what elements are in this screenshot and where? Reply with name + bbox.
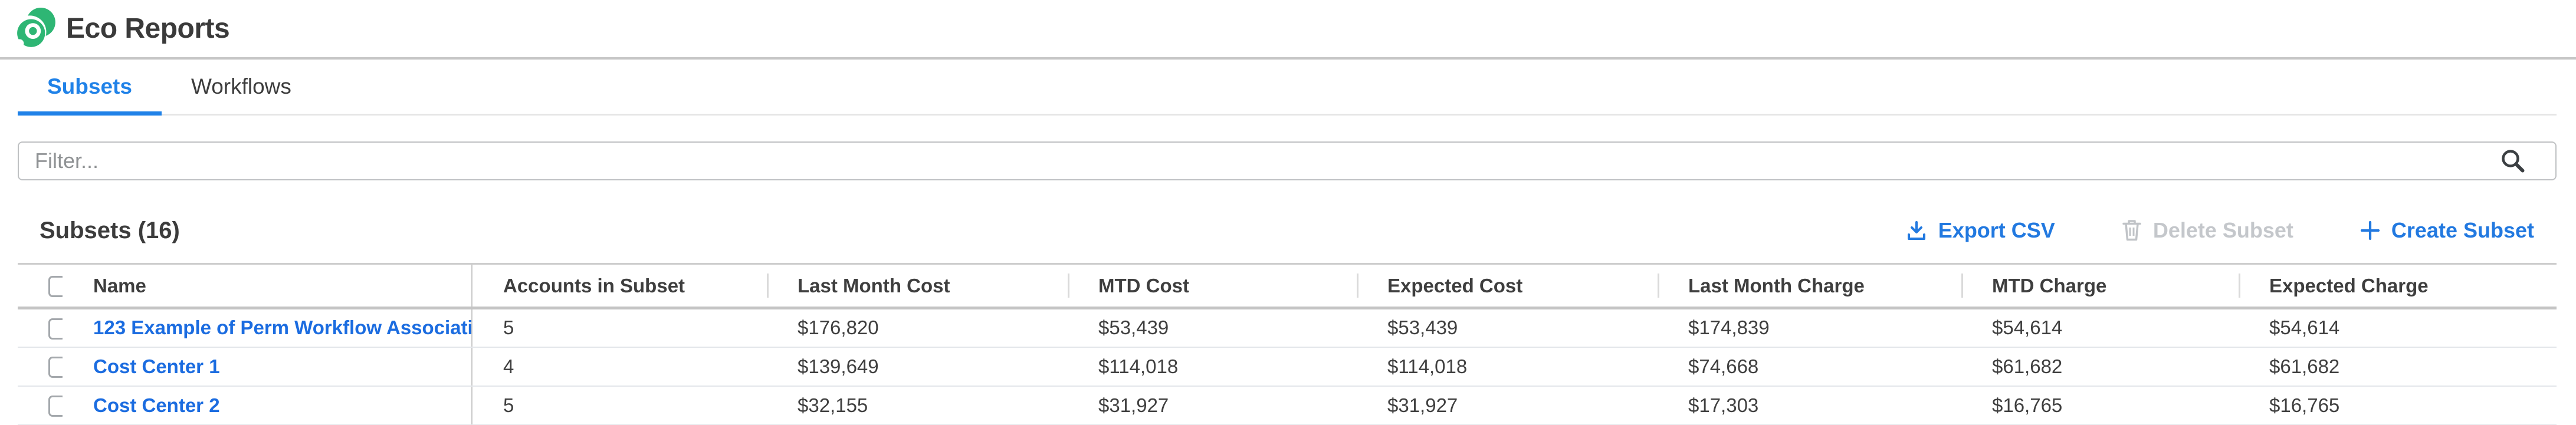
cell-accounts: 4 [472, 347, 767, 387]
export-csv-button[interactable]: Export CSV [1905, 218, 2055, 243]
cell-exp_cost: $53,439 [1357, 308, 1658, 348]
table-row: Cost Center 2 5 $32,155 $31,927 $31,927 $17,3… [18, 386, 2557, 425]
download-icon [1907, 221, 1925, 240]
column-header-lm_charge[interactable]: Last Month Charge [1658, 263, 1961, 309]
cell-lm_cost: $139,649 [767, 347, 1068, 387]
subsets-table: Name Accounts in Subset Last Month Cost MTD… [18, 263, 2557, 425]
row-checkbox-cell [18, 347, 63, 387]
page-title: Eco Reports [66, 13, 230, 44]
cell-exp_charge: $61,682 [2239, 347, 2557, 387]
cell-accounts: 5 [472, 308, 767, 348]
cell-name: Cost Center 1 [63, 347, 472, 387]
column-header-lm_cost[interactable]: Last Month Cost [767, 263, 1068, 309]
cell-exp_cost: $114,018 [1357, 347, 1658, 387]
cell-name: Cost Center 2 [63, 386, 472, 425]
section-header: Subsets (16) Export CSV Delete Subset [18, 216, 2557, 245]
delete-subset-label: Delete Subset [2152, 218, 2293, 242]
plus-icon [2360, 220, 2380, 240]
cell-accounts: 5 [472, 386, 767, 425]
subset-link[interactable]: Cost Center 1 [93, 355, 220, 377]
cell-name: 123 Example of Perm Workflow Association [63, 308, 472, 348]
cell-lm_charge: $74,668 [1658, 347, 1961, 387]
row-checkbox[interactable] [48, 396, 63, 417]
app-header: Eco Reports [0, 0, 2576, 60]
column-header-mtd_charge[interactable]: MTD Charge [1961, 263, 2239, 309]
cell-mtd_cost: $31,927 [1068, 386, 1357, 425]
column-header-exp_cost[interactable]: Expected Cost [1357, 263, 1658, 309]
tab-workflows[interactable]: Workflows [162, 60, 321, 114]
column-header-exp_charge[interactable]: Expected Charge [2239, 263, 2557, 309]
filter-bar [18, 141, 2557, 180]
cell-lm_charge: $17,303 [1658, 386, 1961, 425]
subset-link[interactable]: 123 Example of Perm Workflow Association [93, 317, 472, 339]
cell-mtd_charge: $61,682 [1961, 347, 2239, 387]
delete-subset-button[interactable]: Delete Subset [2121, 218, 2293, 243]
cell-lm_cost: $32,155 [767, 386, 1068, 425]
tab-workflows-label: Workflows [191, 74, 291, 98]
cell-mtd_cost: $53,439 [1068, 308, 1357, 348]
filter-input[interactable] [18, 141, 2557, 180]
trash-icon [2122, 220, 2141, 241]
tab-subsets[interactable]: Subsets [18, 60, 162, 116]
select-all-checkbox[interactable] [48, 276, 63, 298]
cell-mtd_charge: $54,614 [1961, 308, 2239, 348]
row-checkbox-cell [18, 308, 63, 348]
cell-exp_charge: $16,765 [2239, 386, 2557, 425]
subset-link[interactable]: Cost Center 2 [93, 394, 220, 416]
column-header-name[interactable]: Name [63, 263, 472, 309]
cell-lm_charge: $174,839 [1658, 308, 1961, 348]
table-header-row: Name Accounts in Subset Last Month Cost MTD… [18, 263, 2557, 309]
eco-swirl-logo-icon [17, 7, 55, 48]
create-subset-label: Create Subset [2391, 218, 2534, 242]
cell-mtd_cost: $114,018 [1068, 347, 1357, 387]
export-csv-label: Export CSV [1938, 218, 2055, 242]
create-subset-button[interactable]: Create Subset [2360, 218, 2534, 243]
cell-lm_cost: $176,820 [767, 308, 1068, 348]
cell-mtd_charge: $16,765 [1961, 386, 2239, 425]
table-row: Cost Center 1 4 $139,649 $114,018 $114,018 $7… [18, 347, 2557, 387]
table-actions: Export CSV Delete Subset Create Subset [1905, 218, 2557, 243]
row-checkbox-cell [18, 386, 63, 425]
row-checkbox[interactable] [48, 357, 63, 378]
section-title: Subsets (16) [40, 217, 180, 243]
table-body: 123 Example of Perm Workflow Association… [18, 308, 2557, 425]
cell-exp_cost: $31,927 [1357, 386, 1658, 425]
column-header-accounts[interactable]: Accounts in Subset [472, 263, 767, 309]
search-icon [2502, 150, 2525, 173]
column-header-mtd_cost[interactable]: MTD Cost [1068, 263, 1357, 309]
row-checkbox[interactable] [48, 318, 63, 340]
select-all-header-cell [18, 263, 63, 309]
cell-exp_charge: $54,614 [2239, 308, 2557, 348]
tab-bar: Subsets Workflows [18, 60, 2557, 116]
table-row: 123 Example of Perm Workflow Association… [18, 308, 2557, 348]
tab-subsets-label: Subsets [47, 74, 132, 98]
